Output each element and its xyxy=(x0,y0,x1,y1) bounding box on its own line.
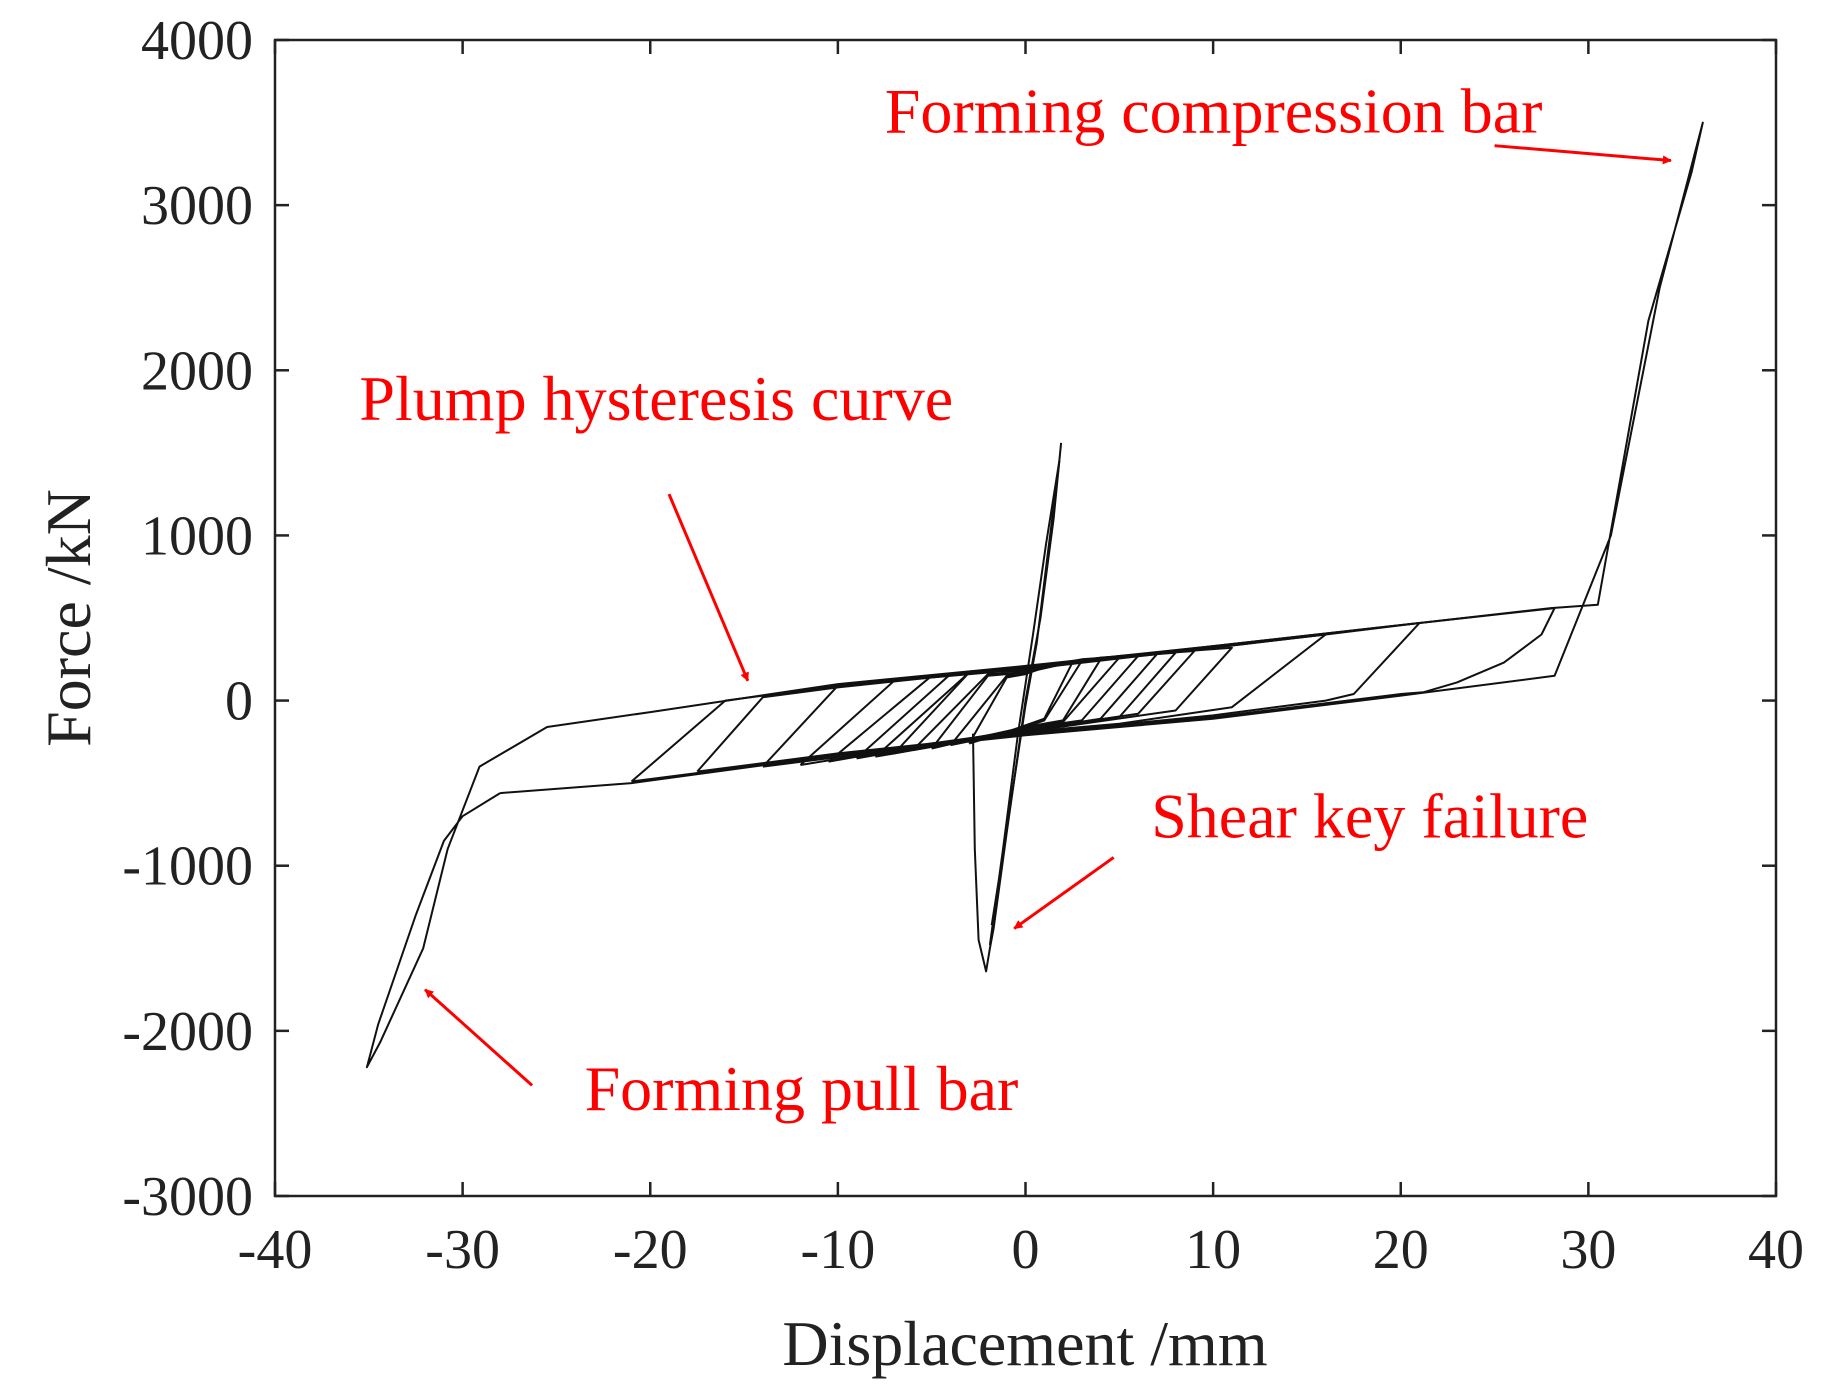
annotation-label-4: Forming pull bar xyxy=(585,1053,1019,1124)
y-tick-label: 1000 xyxy=(141,505,253,567)
x-tick-label: 0 xyxy=(1012,1219,1040,1281)
tick-layer: -40 -30 -20 -10 0 10 20 30 40 -3000 -2000 -1000 0 100… xyxy=(122,10,1804,1281)
x-tick-label: 40 xyxy=(1748,1219,1804,1281)
series-line-13 xyxy=(968,661,1074,745)
annotation-arrow-2 xyxy=(667,493,750,682)
annotation-label-1: Forming compression bar xyxy=(885,75,1543,146)
annotation-arrow-4 xyxy=(424,988,534,1087)
annotation-arrow-1 xyxy=(1494,144,1672,165)
x-tick-label: -30 xyxy=(425,1219,500,1281)
plot-background xyxy=(275,40,1776,1196)
series-line-15 xyxy=(988,460,1061,946)
y-axis-title: Force /kN xyxy=(33,489,104,747)
series-line-11 xyxy=(930,658,1102,750)
x-tick-label: 30 xyxy=(1560,1219,1616,1281)
x-tick-label: 10 xyxy=(1185,1219,1241,1281)
y-tick-label: -1000 xyxy=(122,836,253,898)
y-tick-label: 3000 xyxy=(141,175,253,237)
annotation-label-2: Plump hysteresis curve xyxy=(359,363,953,434)
y-tick-label: -2000 xyxy=(122,1001,253,1063)
y-tick-label: 4000 xyxy=(141,10,253,72)
y-tick-label: 2000 xyxy=(141,340,253,402)
x-tick-label: -10 xyxy=(801,1219,876,1281)
y-tick-label: 0 xyxy=(225,671,253,733)
y-tick-label: -3000 xyxy=(122,1166,253,1228)
x-tick-label: -20 xyxy=(613,1219,688,1281)
series-line-12 xyxy=(949,659,1083,747)
annotation-arrow-3 xyxy=(1013,856,1115,930)
series-line-3 xyxy=(696,622,1421,773)
annotation-layer: Forming compression bar Plump hysteresis … xyxy=(359,75,1672,1124)
x-axis-title: Displacement /mm xyxy=(782,1308,1267,1379)
annotation-label-3: Shear key failure xyxy=(1151,781,1588,852)
x-tick-label: 20 xyxy=(1373,1219,1429,1281)
x-tick-label: -40 xyxy=(238,1219,313,1281)
series-layer xyxy=(365,121,1704,1069)
